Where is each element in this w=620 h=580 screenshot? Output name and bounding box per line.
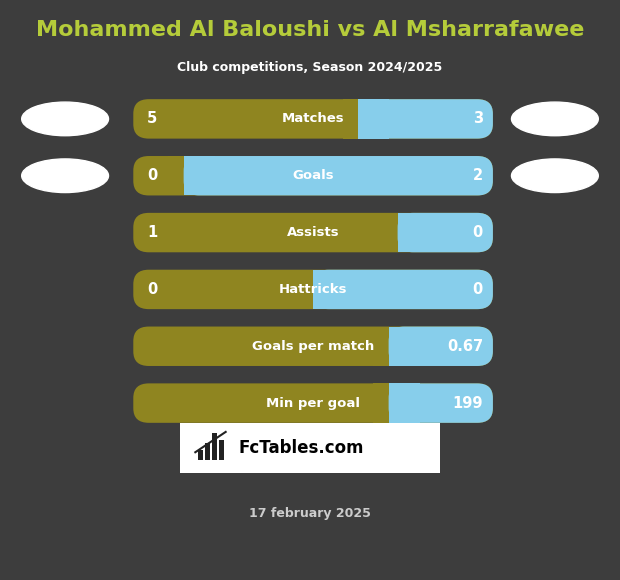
FancyBboxPatch shape (133, 99, 493, 139)
FancyBboxPatch shape (313, 270, 493, 309)
FancyBboxPatch shape (358, 99, 493, 139)
FancyBboxPatch shape (342, 99, 366, 139)
FancyBboxPatch shape (133, 156, 493, 195)
Text: 5: 5 (147, 111, 157, 126)
FancyBboxPatch shape (298, 270, 321, 309)
Text: Goals per match: Goals per match (252, 340, 374, 353)
FancyBboxPatch shape (180, 423, 440, 473)
FancyBboxPatch shape (168, 156, 192, 195)
Text: Mohammed Al Baloushi vs Al Msharrafawee: Mohammed Al Baloushi vs Al Msharrafawee (36, 20, 584, 40)
Text: 1: 1 (147, 225, 157, 240)
FancyBboxPatch shape (389, 383, 420, 423)
Text: Club competitions, Season 2024/2025: Club competitions, Season 2024/2025 (177, 61, 443, 74)
FancyBboxPatch shape (219, 440, 224, 461)
FancyBboxPatch shape (184, 156, 493, 195)
FancyBboxPatch shape (373, 327, 396, 366)
FancyBboxPatch shape (373, 383, 396, 423)
Text: 0: 0 (147, 282, 157, 297)
Text: 0: 0 (472, 225, 483, 240)
FancyBboxPatch shape (389, 327, 493, 366)
FancyBboxPatch shape (382, 213, 405, 252)
FancyBboxPatch shape (397, 213, 493, 252)
Text: 0: 0 (147, 168, 157, 183)
Text: Min per goal: Min per goal (266, 397, 360, 409)
FancyBboxPatch shape (133, 327, 493, 366)
Text: Goals: Goals (292, 169, 334, 182)
FancyBboxPatch shape (184, 156, 215, 195)
Text: Matches: Matches (281, 113, 345, 125)
Text: 2: 2 (473, 168, 483, 183)
FancyBboxPatch shape (397, 213, 428, 252)
FancyBboxPatch shape (133, 270, 493, 309)
FancyBboxPatch shape (133, 383, 493, 423)
Text: 3: 3 (473, 111, 483, 126)
FancyBboxPatch shape (313, 270, 344, 309)
FancyBboxPatch shape (205, 443, 210, 461)
FancyBboxPatch shape (212, 433, 217, 461)
Text: FcTables.com: FcTables.com (239, 439, 364, 457)
Text: 17 february 2025: 17 february 2025 (249, 507, 371, 520)
FancyBboxPatch shape (389, 327, 420, 366)
Ellipse shape (22, 102, 108, 136)
Text: Hattricks: Hattricks (279, 283, 347, 296)
Text: 0.67: 0.67 (447, 339, 483, 354)
Ellipse shape (512, 159, 598, 193)
Text: 0: 0 (472, 282, 483, 297)
Ellipse shape (512, 102, 598, 136)
FancyBboxPatch shape (198, 450, 203, 461)
Text: 199: 199 (453, 396, 483, 411)
FancyBboxPatch shape (389, 383, 493, 423)
FancyBboxPatch shape (358, 99, 389, 139)
Text: Assists: Assists (287, 226, 339, 239)
Ellipse shape (22, 159, 108, 193)
FancyBboxPatch shape (133, 213, 493, 252)
